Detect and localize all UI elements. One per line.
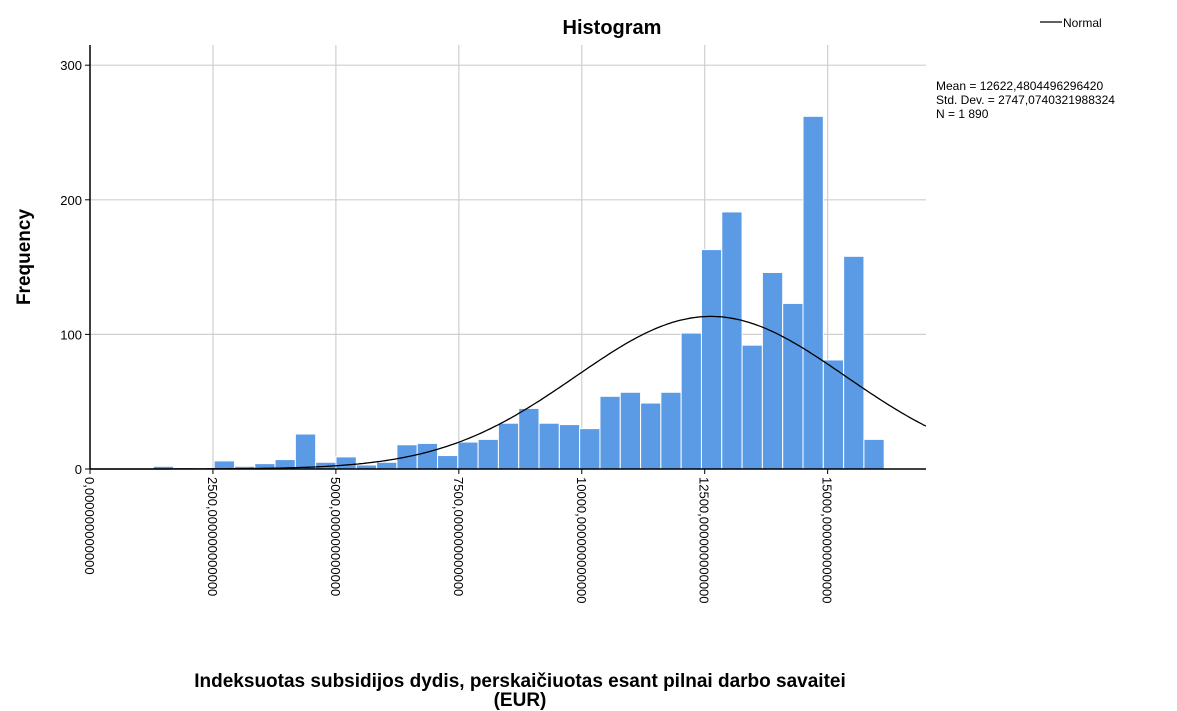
- histogram-bar: [538, 422, 560, 470]
- y-tick-label: 100: [60, 327, 82, 342]
- x-tick-labels: 0,000000000000 2500,000000000000 5000,0000…: [82, 477, 835, 604]
- histogram-bar: [376, 461, 398, 470]
- y-tick-label: 0: [75, 462, 82, 477]
- histogram-bars: [152, 115, 885, 470]
- x-tick-label: 5000,000000000000: [328, 477, 343, 596]
- y-tick-label: 200: [60, 193, 82, 208]
- stat-n: N = 1 890: [936, 107, 989, 121]
- histogram-bar: [437, 455, 459, 470]
- histogram-bar: [802, 115, 824, 470]
- x-tick-label: 7500,000000000000: [451, 477, 466, 596]
- x-tick-label: 0,000000000000: [82, 477, 97, 575]
- histogram-bar: [782, 302, 804, 470]
- x-axis-title: Indeksuotas subsidijos dydis, perskaičiu…: [194, 671, 846, 692]
- x-tick-label: 10000,000000000000: [574, 477, 589, 604]
- y-tick-labels: 0 100 200 300: [60, 58, 82, 477]
- histogram-bar: [518, 407, 540, 470]
- histogram-bar: [619, 391, 642, 470]
- x-tick-label: 2500,000000000000: [205, 477, 220, 596]
- stat-mean: Mean = 12622,4804496296420: [936, 79, 1103, 93]
- histogram-bar: [863, 438, 885, 470]
- histogram-bar: [721, 211, 743, 470]
- histogram-bar: [660, 391, 682, 470]
- histogram-bar: [477, 438, 499, 470]
- histogram-bar: [843, 255, 865, 470]
- x-axis-unit: (EUR): [494, 690, 547, 711]
- axes: [85, 45, 926, 474]
- histogram-bar: [761, 271, 784, 470]
- y-axis-title: Frequency: [14, 209, 35, 306]
- statistics-box: Mean = 12622,4804496296420 Std. Dev. = 2…: [936, 79, 1115, 121]
- histogram-bar: [558, 424, 581, 470]
- legend-label-normal: Normal: [1063, 16, 1102, 30]
- histogram-bar: [579, 428, 601, 470]
- histogram-bar: [680, 332, 702, 470]
- histogram-bar: [457, 441, 479, 470]
- stat-std-dev: Std. Dev. = 2747,0740321988324: [936, 93, 1115, 107]
- histogram-bar: [335, 456, 357, 470]
- chart-title: Histogram: [563, 17, 662, 39]
- histogram-bar: [294, 433, 317, 470]
- x-tick-label: 15000,000000000000: [820, 477, 835, 604]
- histogram-bar: [213, 460, 235, 470]
- histogram-bar: [700, 249, 723, 470]
- histogram-bar: [599, 395, 621, 470]
- legend: Normal: [1040, 16, 1102, 30]
- histogram-bar: [640, 402, 662, 470]
- y-tick-label: 300: [60, 58, 82, 73]
- histogram-bar: [741, 344, 763, 470]
- histogram-bar: [822, 359, 845, 470]
- x-tick-label: 12500,000000000000: [697, 477, 712, 604]
- histogram-bar: [497, 422, 520, 470]
- histogram-bar: [416, 442, 439, 470]
